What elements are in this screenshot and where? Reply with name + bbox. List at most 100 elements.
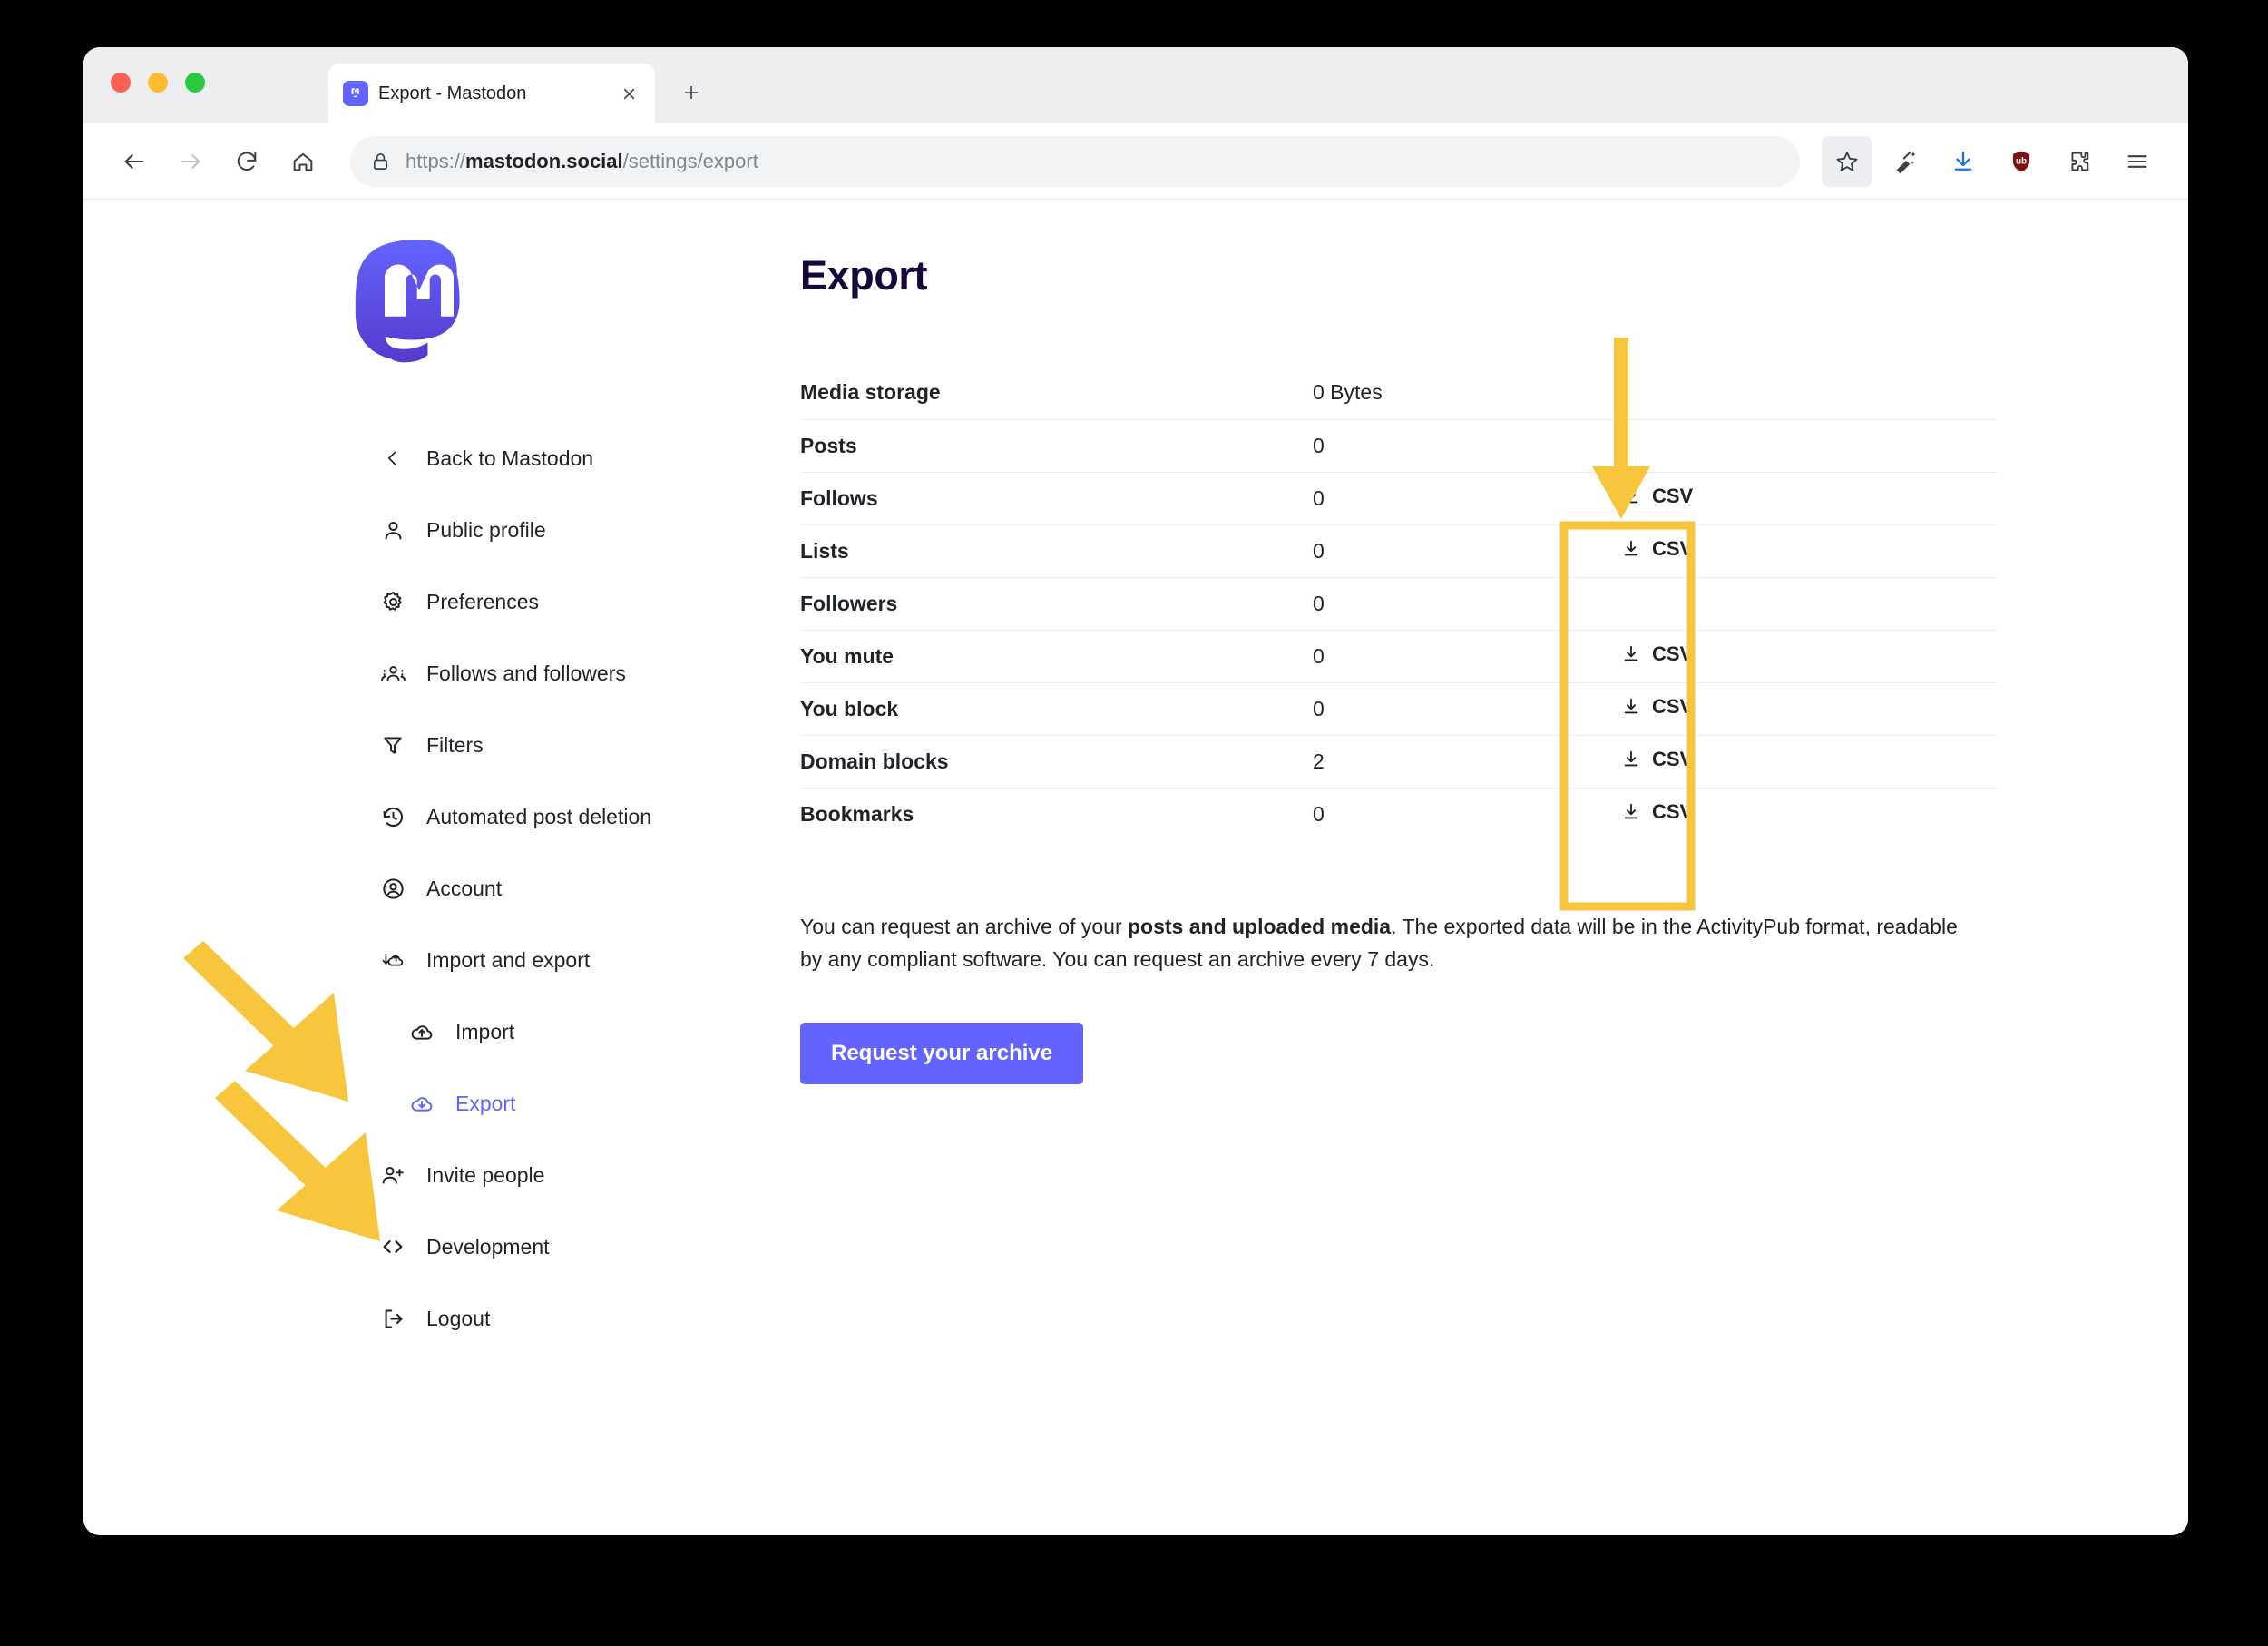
window-minimize-button[interactable] [148,73,168,93]
download-icon [1621,486,1641,506]
archive-note-part1: You can request an archive of your [800,915,1128,938]
downloads-icon[interactable] [1938,136,1989,187]
row-label: Domain blocks [800,735,1313,789]
tab-title: Export - Mastodon [378,83,527,103]
browser-menu-icon[interactable] [2112,136,2163,187]
settings-sidebar: Back to Mastodon Public profile [83,200,800,1534]
table-row: Followers 0 [800,577,1998,631]
chevron-left-icon [379,445,406,472]
sidebar-item-label: Logout [426,1306,491,1330]
table-row: Domain blocks 2 CSV [800,735,1998,789]
home-icon[interactable] [278,136,328,187]
request-archive-button[interactable]: Request your archive [800,1023,1084,1085]
csv-download-link-you-block[interactable]: CSV [1621,695,1693,719]
sidebar-item-public-profile[interactable]: Public profile [379,505,800,554]
table-row: Follows 0 CSV [800,472,1998,525]
csv-label: CSV [1652,642,1694,665]
row-label: Follows [800,472,1313,525]
sidebar-item-label: Automated post deletion [426,804,652,828]
row-label: Media storage [800,367,1313,420]
csv-download-link-domain-blocks[interactable]: CSV [1621,748,1693,771]
cloud-download-icon [408,1090,435,1117]
cloud-upload-icon [408,1018,435,1045]
table-row: Lists 0 CSV [800,524,1998,578]
export-table: Media storage 0 Bytes Posts 0 Follows 0 [800,367,1998,840]
download-icon [1621,750,1641,769]
sidebar-item-label: Preferences [426,589,540,613]
archive-note: You can request an archive of your posts… [800,911,1970,975]
url-host: mastodon.social [465,149,623,172]
sidebar-item-invite-people[interactable]: Invite people [379,1151,800,1200]
row-value: 0 [1313,419,1621,473]
csv-download-link-you-mute[interactable]: CSV [1621,642,1693,666]
sidebar-item-label: Invite people [426,1162,545,1187]
person-icon [379,516,406,544]
table-row: You block 0 CSV [800,682,1998,736]
url-bar[interactable]: https://mastodon.social/settings/export [350,135,1800,187]
csv-download-link-follows[interactable]: CSV [1621,485,1693,508]
row-value: 0 [1313,472,1621,525]
history-clock-icon [379,803,406,830]
tab-strip: Export - Mastodon [83,47,2188,123]
row-action: CSV [1621,472,1998,525]
window-close-button[interactable] [111,73,131,93]
ublock-origin-icon[interactable]: ub [1996,136,2047,187]
download-icon [1621,802,1641,822]
row-label: You block [800,682,1313,736]
window-traffic-lights [111,73,205,93]
url-path: /settings/export [622,149,758,172]
row-label: Followers [800,577,1313,631]
window-maximize-button[interactable] [185,73,205,93]
cleaner-broom-icon[interactable] [1880,136,1931,187]
toolbar-icon-group: ub [1822,135,2163,187]
browser-tab[interactable]: Export - Mastodon [328,64,655,123]
sidebar-item-label: Account [426,876,503,900]
bookmark-star-icon[interactable] [1822,135,1872,187]
extensions-puzzle-icon[interactable] [2054,136,2105,187]
sidebar-item-import-and-export[interactable]: Import and export [379,936,800,985]
csv-label: CSV [1652,748,1694,770]
mastodon-logo [83,240,800,377]
import-export-icon [379,946,406,974]
page-title: Export [800,252,928,299]
csv-download-link-bookmarks[interactable]: CSV [1621,800,1693,824]
logout-icon [379,1305,406,1332]
download-icon [1621,539,1641,559]
close-icon[interactable] [617,82,640,105]
sidebar-item-back-to-mastodon[interactable]: Back to Mastodon [379,434,800,483]
code-brackets-icon [379,1233,406,1260]
row-value: 0 [1313,577,1621,631]
back-arrow-icon[interactable] [109,136,160,187]
sidebar-item-label: Back to Mastodon [426,446,594,470]
row-action: CSV [1621,682,1998,736]
reload-icon[interactable] [221,136,272,187]
forward-arrow-icon[interactable] [165,136,216,187]
table-row: Posts 0 [800,419,1998,473]
csv-label: CSV [1652,695,1694,718]
person-add-icon [379,1161,406,1189]
archive-note-bold: posts and uploaded media [1128,915,1392,938]
new-tab-button[interactable] [675,76,708,109]
sidebar-item-development[interactable]: Development [379,1222,800,1271]
sidebar-item-account[interactable]: Account [379,864,800,913]
row-action [1621,367,1998,420]
sidebar-item-follows-and-followers[interactable]: Follows and followers [379,649,800,698]
sidebar-item-label: Export [455,1091,516,1115]
archive-note-part2: . The exported data will be in the Activ… [800,915,1958,971]
sidebar-item-label: Filters [426,732,484,757]
sidebar-item-export[interactable]: Export [379,1079,800,1128]
sidebar-item-logout[interactable]: Logout [379,1294,800,1343]
sidebar-item-preferences[interactable]: Preferences [379,577,800,626]
csv-label: CSV [1652,800,1694,824]
row-value: 0 [1313,524,1621,578]
csv-download-link-lists[interactable]: CSV [1621,537,1693,561]
row-action: CSV [1621,630,1998,683]
sidebar-item-filters[interactable]: Filters [379,720,800,769]
gear-icon [379,588,406,615]
download-icon [1621,697,1641,717]
browser-toolbar: https://mastodon.social/settings/export [83,123,2188,200]
url-text: https://mastodon.social/settings/export [406,150,758,173]
sidebar-item-import[interactable]: Import [379,1007,800,1056]
sidebar-item-automated-post-deletion[interactable]: Automated post deletion [379,792,800,841]
sidebar-item-label: Follows and followers [426,661,626,685]
